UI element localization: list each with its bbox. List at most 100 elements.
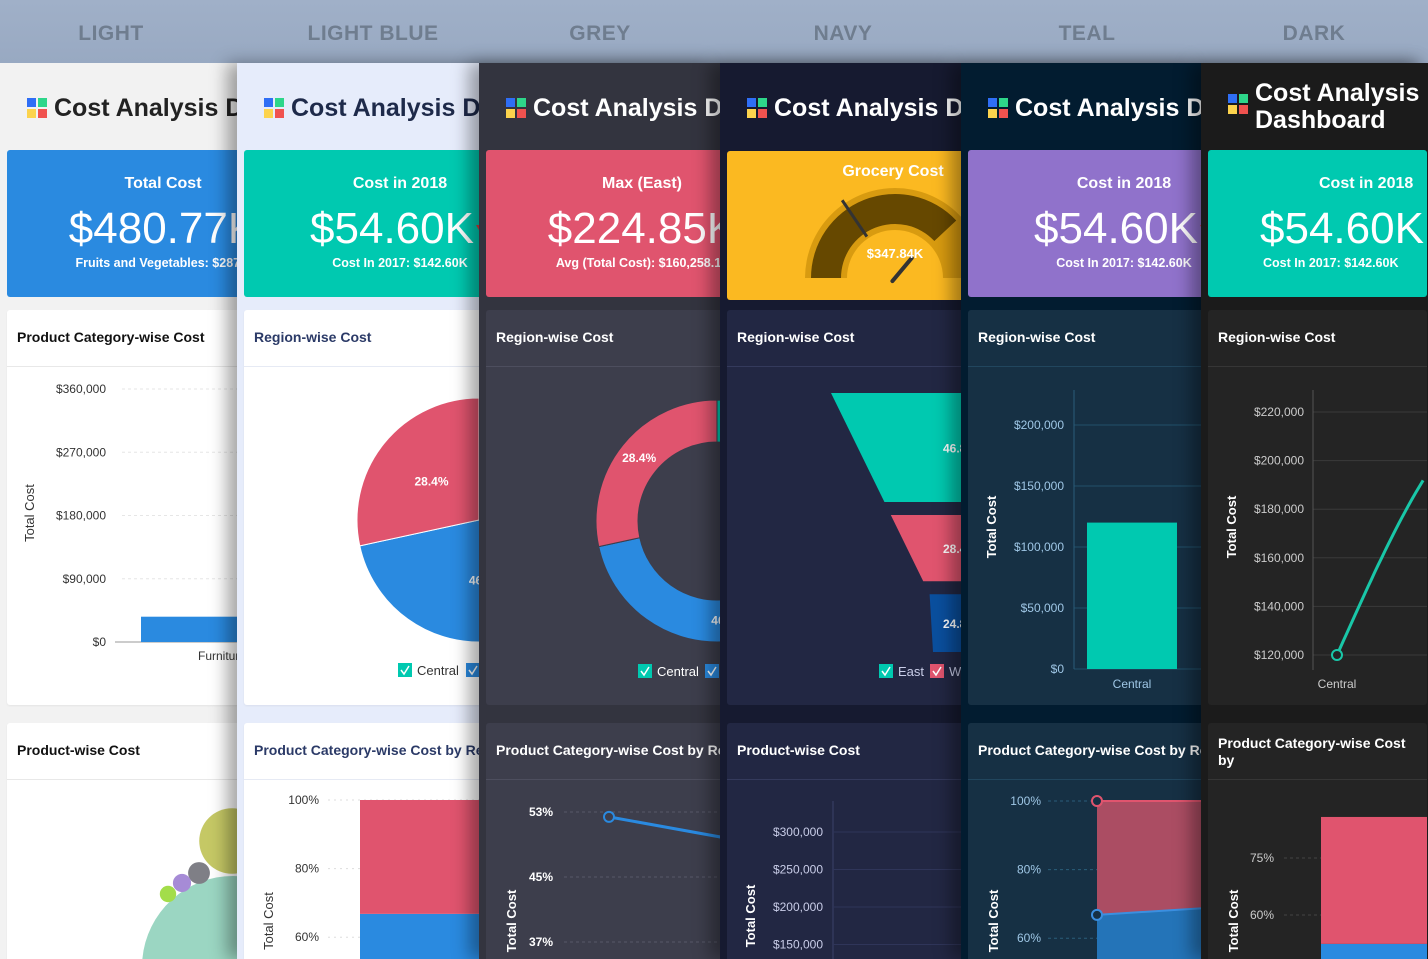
card-header: Region-wise Cost <box>244 310 710 367</box>
legend-checkbox <box>930 664 944 678</box>
data-point <box>1331 649 1343 661</box>
bubble <box>159 885 177 903</box>
card-title: Product Category-wise Cost by Region <box>254 742 514 758</box>
y-tick-label: 60% <box>1017 931 1041 945</box>
kpi-card[interactable]: Cost in 2018 $54.60K Cost In 2017: $142.… <box>1208 150 1427 297</box>
pie-slice <box>595 399 718 548</box>
theme-label-navy[interactable]: NAVY <box>813 22 873 45</box>
y-tick-label: $150,000 <box>773 938 823 952</box>
y-tick-label: $160,000 <box>1254 551 1304 565</box>
theme-label-light[interactable]: LIGHT <box>78 22 144 45</box>
bubble <box>188 862 210 884</box>
y-tick-label: $0 <box>1051 662 1065 676</box>
y-tick-label: 37% <box>529 935 553 949</box>
y-tick-label: 53% <box>529 805 553 819</box>
card-title: Region-wise Cost <box>978 329 1096 345</box>
y-tick-label: 75% <box>1250 851 1274 865</box>
kpi-value: $54.60K <box>1260 204 1424 253</box>
y-tick-label: $180,000 <box>56 509 106 523</box>
checkmark-icon <box>932 666 942 677</box>
kpi-label: Cost in 2018 <box>352 175 448 192</box>
y-axis-label: Total Cost <box>1226 889 1241 952</box>
checkmark-icon <box>707 666 717 677</box>
y-tick-label: 80% <box>295 862 319 876</box>
chart-card: Product Category-wise Cost by 60% 75% Tota… <box>1208 723 1427 959</box>
kpi-value-row: $224.85K <box>486 204 798 254</box>
chart-svg: 60% 75% Total Cost <box>1226 816 1427 959</box>
kpi-value-row: $480.77K <box>7 204 319 254</box>
y-tick-label: $200,000 <box>1014 418 1064 432</box>
card-header: Product Category-wise Cost by <box>1208 723 1427 780</box>
theme-label-grey[interactable]: GREY <box>569 22 631 45</box>
kpi-subtext: Cost In 2017: $142.60K <box>1263 256 1399 270</box>
y-tick-label: $250,000 <box>773 863 823 877</box>
kpi-value: $54.60K <box>310 204 474 253</box>
gauge-target-marker <box>840 199 869 238</box>
card-title: Product Category-wise Cost by <box>1218 735 1406 768</box>
y-tick-label: $100,000 <box>1014 540 1064 554</box>
theme-label-dark[interactable]: DARK <box>1282 22 1346 45</box>
kpi-value-row: $54.60K <box>968 204 1280 254</box>
kpi-value: $480.77K <box>68 204 258 253</box>
card-header: Product Category-wise Cost by Region <box>244 723 710 780</box>
card-title: Product Category-wise Cost by Region <box>978 742 1238 758</box>
checkmark-icon <box>640 666 650 677</box>
card-title: Region-wise Cost <box>1218 329 1336 345</box>
y-axis-label: Total Cost <box>504 889 519 952</box>
y-tick-label: 100% <box>288 793 319 807</box>
dashboard-title-text: Cost Analysis Dashboard <box>1255 79 1420 134</box>
card-title: Region-wise Cost <box>737 329 855 345</box>
gauge-value: $347.84K <box>867 246 924 261</box>
bar <box>1087 522 1177 669</box>
y-tick-label: $360,000 <box>56 382 106 396</box>
kpi-subtext: Fruits and Vegetables: $287.1 <box>75 256 251 270</box>
x-tick-label: Central <box>1113 677 1152 691</box>
app-logo-icon <box>1228 94 1248 114</box>
y-tick-label: 80% <box>1017 863 1041 877</box>
checkmark-icon <box>881 666 891 677</box>
data-point <box>1091 908 1103 921</box>
card-title: Product-wise Cost <box>17 742 140 758</box>
kpi-subtext: Avg (Total Cost): $160,258.15 <box>555 256 729 270</box>
card-title: Region-wise Cost <box>496 329 614 345</box>
checkmark-icon <box>400 665 410 676</box>
y-tick-label: $0 <box>93 635 107 649</box>
checkmark-icon <box>468 665 478 676</box>
chart-svg: $120,000 $140,000 $160,000 $180,000 $200,000… <box>1224 390 1427 691</box>
legend-label: Central <box>657 664 699 679</box>
kpi-label: Cost in 2018 <box>1319 175 1414 192</box>
dashboard-panel-light-blue: Cost Analysis Dashboard Cost in 2018 $54… <box>237 63 717 959</box>
theme-label-teal[interactable]: TEAL <box>1058 22 1116 45</box>
y-axis-label: Total Cost <box>22 484 37 542</box>
y-tick-label: 45% <box>529 870 553 884</box>
y-tick-label: $220,000 <box>1254 405 1304 419</box>
legend-checkbox <box>466 663 480 677</box>
theme-label-light-blue[interactable]: LIGHT BLUE <box>307 22 439 45</box>
series-line <box>1335 479 1425 656</box>
y-axis-label: Total Cost <box>1224 495 1239 558</box>
data-point <box>603 810 615 823</box>
kpi-value-row: $54.60K <box>1260 204 1424 254</box>
slice-label: 28.4% <box>622 451 656 465</box>
kpi-label: Cost in 2018 <box>1076 175 1172 192</box>
legend-checkbox <box>879 664 893 678</box>
dashboard-panel-dark: Cost Analysis Dashboard Cost in 2018 $54… <box>1201 63 1428 959</box>
chart-svg: $150,000 $200,000 $250,000 $300,000 Total Co… <box>743 801 1193 959</box>
y-axis-label: Total Cost <box>743 884 758 947</box>
card-header: Region-wise Cost <box>486 310 952 367</box>
y-tick-label: 100% <box>1010 794 1041 808</box>
app-logo-icon <box>988 98 1008 118</box>
card-title: Product-wise Cost <box>737 742 860 758</box>
y-tick-label: $300,000 <box>773 825 823 839</box>
app-logo-icon <box>747 98 767 118</box>
kpi-value: $54.60K <box>1034 204 1198 253</box>
card-title: Region-wise Cost <box>254 329 372 345</box>
gauge-chart: $347.84K <box>805 188 985 284</box>
kpi-label: Max (East) <box>601 175 683 192</box>
y-tick-label: $200,000 <box>773 900 823 914</box>
card-header: Product Category-wise Cost by Region <box>968 723 1427 780</box>
card-header: Region-wise Cost <box>968 310 1427 367</box>
bubble <box>172 873 192 893</box>
legend-checkbox <box>638 664 652 678</box>
y-tick-label: $180,000 <box>1254 502 1304 516</box>
